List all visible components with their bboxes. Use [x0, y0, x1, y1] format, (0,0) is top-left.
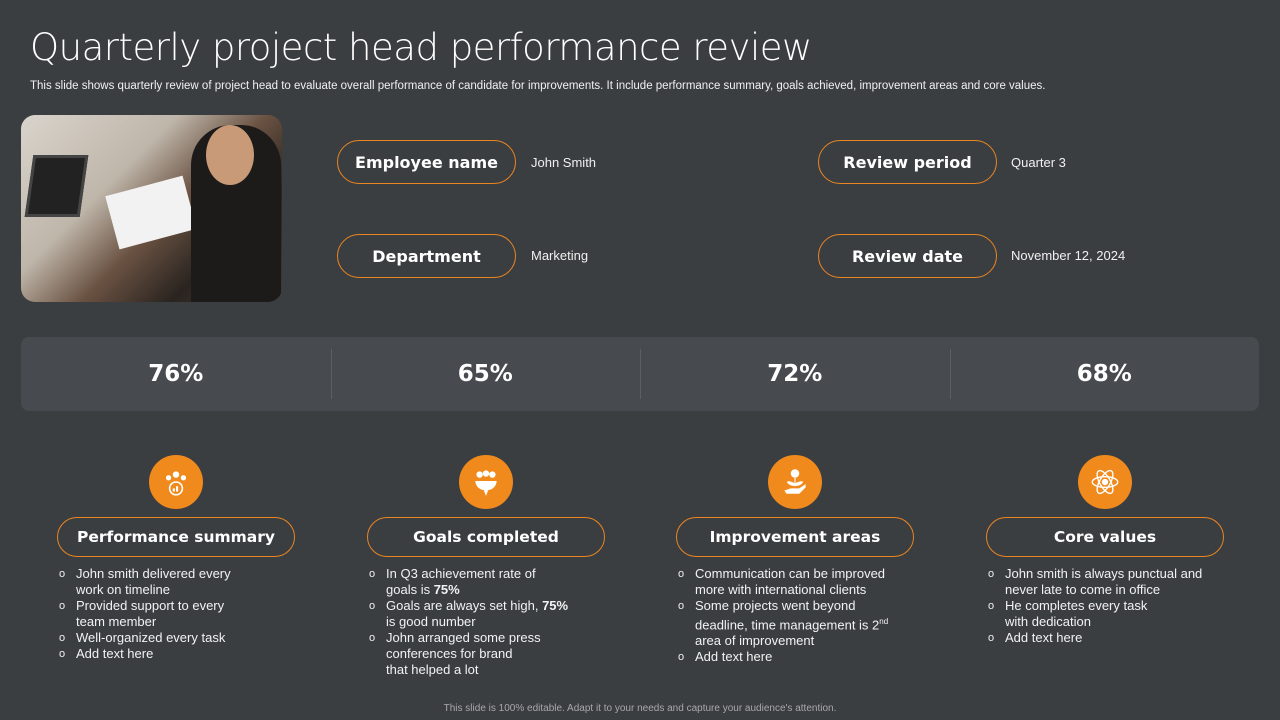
bullet-item: He completes every task with dedication — [986, 598, 1224, 630]
section-goals-completed: Goals completed In Q3 achievement rate of… — [367, 455, 605, 678]
bullet-text: In Q3 achievement rate of goals is — [386, 566, 536, 597]
money-plant-hand-icon — [768, 455, 822, 509]
bullet-item: Add text here — [57, 646, 295, 662]
bullet-item: Add text here — [676, 649, 914, 665]
bullet-item: Goals are always set high, 75% is good n… — [367, 598, 605, 630]
bullet-item: Provided support to every team member — [57, 598, 295, 630]
page-title: Quarterly project head performance revie… — [30, 26, 812, 69]
bullet-item: John smith is always punctual and never … — [986, 566, 1224, 598]
office-meeting-photo — [21, 115, 282, 302]
bullet-text: 75% — [542, 598, 569, 613]
bullet-item: Add text here — [986, 630, 1224, 646]
bullet-text: John smith delivered every work on timel… — [76, 566, 231, 597]
team-growth-icon — [149, 455, 203, 509]
bullet-item: Communication can be improved more with … — [676, 566, 914, 598]
section-heading: Improvement areas — [676, 517, 914, 557]
section-heading: Goals completed — [367, 517, 605, 557]
bullet-text: Add text here — [695, 649, 773, 665]
review-date-value: November 12, 2024 — [1011, 248, 1126, 263]
bullet-text: Provided support to every team member — [76, 598, 225, 629]
percentage-performance: 76% — [148, 361, 204, 387]
bullet-list: John smith is always punctual and never … — [986, 566, 1224, 646]
department-value: Marketing — [531, 248, 589, 263]
bullet-text: John smith is always punctual and never … — [1005, 566, 1203, 597]
section-core-values: Core values John smith is always punctual… — [986, 455, 1224, 646]
review-date-label: Review date — [818, 234, 997, 278]
percentage-goals: 65% — [330, 337, 641, 411]
bullet-text: Goals are always set high, — [386, 598, 543, 613]
bullet-list: Communication can be improved more with … — [676, 566, 914, 665]
bullet-text: 75% — [433, 582, 460, 597]
bullet-item: John arranged some press conferences for… — [367, 630, 605, 678]
bullet-text: John arranged some press conferences for… — [386, 630, 541, 677]
atom-person-icon — [1078, 455, 1132, 509]
department-label: Department — [337, 234, 516, 278]
bullet-list: In Q3 achievement rate of goals is 75%Go… — [367, 566, 605, 678]
review-period-value: Quarter 3 — [1011, 155, 1066, 170]
bullet-text: Well-organized every task — [76, 630, 226, 645]
bullet-text: Add text here — [76, 646, 154, 661]
page-subtitle: This slide shows quarterly review of pro… — [30, 80, 1046, 92]
percentage-core-values: 68% — [949, 337, 1260, 411]
team-target-icon — [459, 455, 513, 509]
bullet-text: Add text here — [1005, 630, 1083, 645]
bullet-text: Communication can be improved more with … — [695, 566, 886, 597]
bullet-item: In Q3 achievement rate of goals is 75% — [367, 566, 605, 598]
section-performance-summary: Performance summary John smith delivered … — [57, 455, 295, 662]
review-period-label: Review period — [818, 140, 997, 184]
section-heading: Core values — [986, 517, 1224, 557]
bullet-item: Well-organized every task — [57, 630, 295, 646]
footer-note: This slide is 100% editable. Adapt it to… — [443, 703, 837, 714]
bullet-text: Some projects went beyond deadline, time… — [695, 598, 880, 633]
bullet-item: John smith delivered every work on timel… — [57, 566, 295, 598]
section-improvement-areas: Improvement areas Communication can be im… — [676, 455, 914, 665]
bullet-text: He completes every task with dedication — [1005, 598, 1148, 629]
bullet-text: is good number — [386, 614, 476, 629]
bullet-text: area of improvement — [695, 633, 815, 649]
section-heading: Performance summary — [57, 517, 295, 557]
employee-name-value: John Smith — [531, 155, 597, 170]
bullet-text: nd — [879, 617, 889, 626]
percentage-improvement: 72% — [640, 337, 950, 411]
bullet-item: Some projects went beyond deadline, time… — [676, 598, 914, 649]
percentage-band: 76% 65% 72% 68% — [21, 337, 1259, 411]
employee-name-label: Employee name — [337, 140, 516, 184]
bullet-list: John smith delivered every work on timel… — [57, 566, 295, 662]
